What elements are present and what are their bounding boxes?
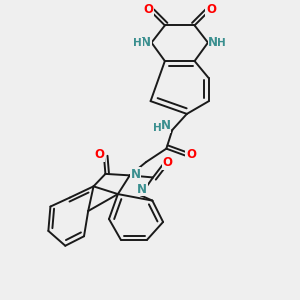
- Text: N: N: [208, 35, 218, 49]
- Text: O: O: [94, 148, 104, 161]
- Text: O: O: [186, 148, 196, 161]
- Text: N: N: [131, 168, 141, 181]
- Text: N: N: [161, 119, 171, 132]
- Text: O: O: [162, 156, 172, 169]
- Text: N: N: [141, 35, 151, 49]
- Text: O: O: [143, 3, 154, 16]
- Text: H: H: [153, 123, 162, 133]
- Text: H: H: [134, 38, 142, 48]
- Text: H: H: [217, 38, 226, 48]
- Text: N: N: [137, 183, 147, 196]
- Text: O: O: [206, 3, 216, 16]
